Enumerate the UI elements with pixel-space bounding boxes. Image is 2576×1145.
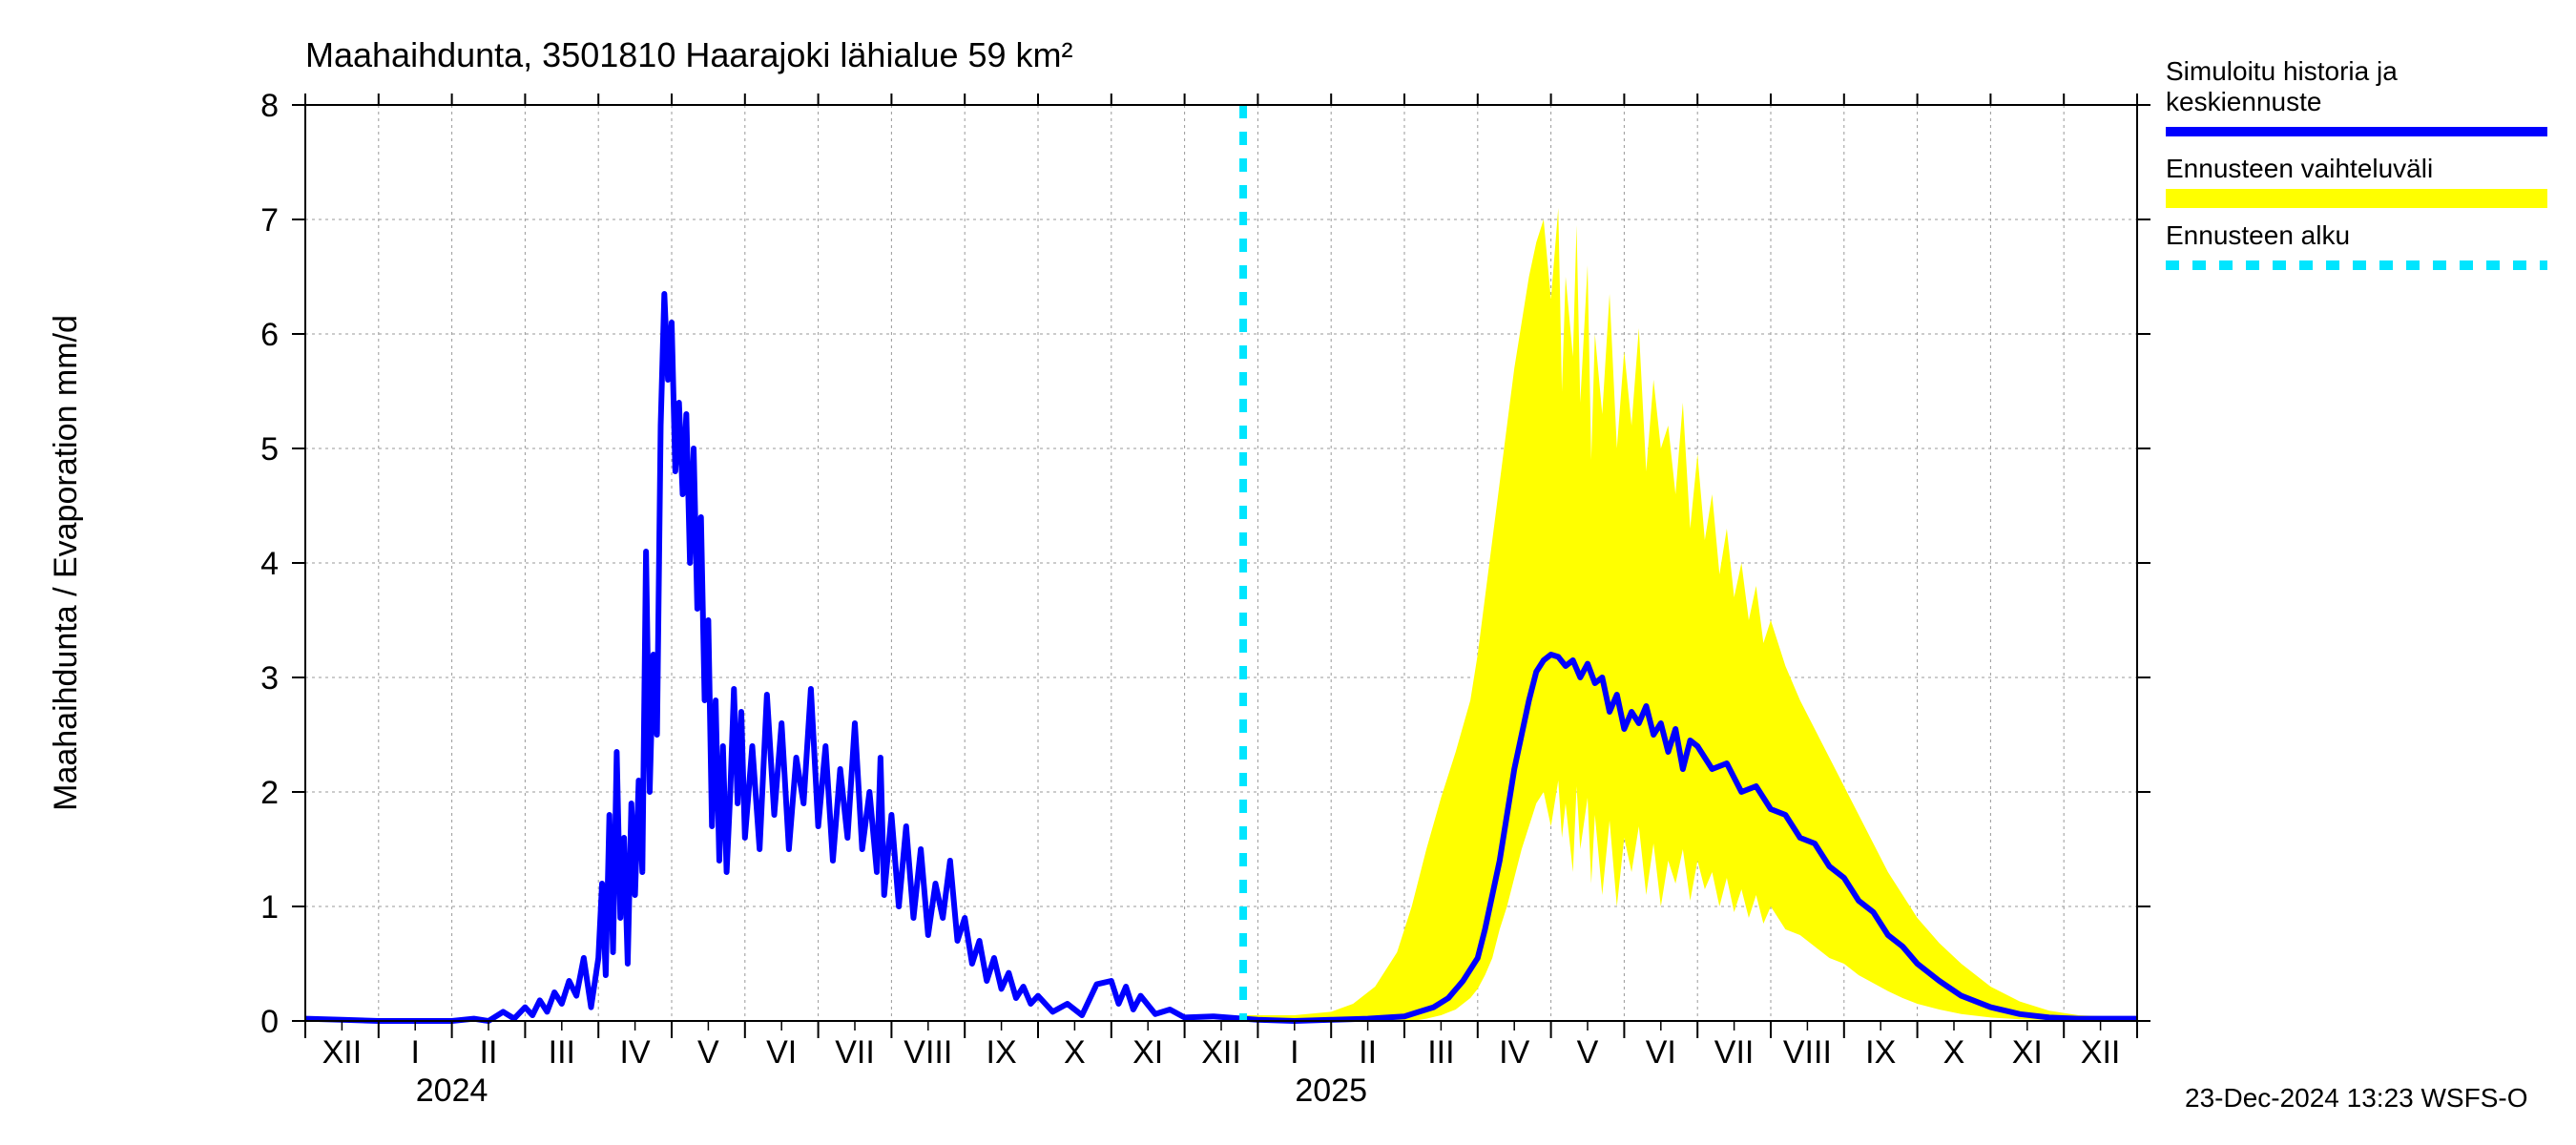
x-tick-label: V [697, 1034, 719, 1071]
evaporation-chart: Maahaihdunta, 3501810 Haarajoki lähialue… [0, 0, 2576, 1145]
x-tick-label: I [1290, 1034, 1298, 1071]
x-tick-label: XI [1132, 1034, 1163, 1071]
x-tick-label: XII [1201, 1034, 1241, 1071]
y-tick-label: 1 [260, 889, 279, 926]
y-axis-label: Maahaihdunta / Evaporation mm/d [48, 315, 84, 811]
x-tick-label: IX [1865, 1034, 1896, 1071]
x-year-label: 2024 [416, 1072, 488, 1109]
x-tick-label: X [1064, 1034, 1086, 1071]
legend-swatch [2166, 189, 2547, 208]
y-tick-label: 5 [260, 431, 279, 468]
x-tick-label: VI [766, 1034, 797, 1071]
y-tick-label: 7 [260, 202, 279, 239]
x-tick-label: V [1577, 1034, 1599, 1071]
x-tick-label: II [480, 1034, 498, 1071]
legend-label: keskiennuste [2166, 87, 2321, 116]
legend-label: Ennusteen vaihteluväli [2166, 154, 2433, 183]
chart-title: Maahaihdunta, 3501810 Haarajoki lähialue… [305, 35, 1073, 74]
x-tick-label: III [1427, 1034, 1454, 1071]
y-tick-label: 6 [260, 317, 279, 353]
x-tick-label: III [549, 1034, 575, 1071]
x-tick-label: X [1943, 1034, 1965, 1071]
x-tick-label: IV [1499, 1034, 1529, 1071]
y-tick-label: 8 [260, 88, 279, 124]
y-tick-label: 3 [260, 660, 279, 697]
x-tick-label: IV [620, 1034, 651, 1071]
x-tick-label: XII [322, 1034, 363, 1071]
y-tick-label: 0 [260, 1004, 279, 1040]
x-tick-label: I [410, 1034, 419, 1071]
x-tick-label: XII [2081, 1034, 2121, 1071]
x-tick-label: VI [1646, 1034, 1676, 1071]
y-tick-label: 4 [260, 546, 279, 582]
footer-timestamp: 23-Dec-2024 13:23 WSFS-O [2185, 1083, 2528, 1113]
x-year-label: 2025 [1295, 1072, 1367, 1109]
x-tick-label: XI [2012, 1034, 2043, 1071]
x-tick-label: IX [987, 1034, 1017, 1071]
y-tick-label: 2 [260, 775, 279, 811]
legend-label: Simuloitu historia ja [2166, 56, 2398, 86]
x-tick-label: II [1359, 1034, 1377, 1071]
x-tick-label: VIII [1783, 1034, 1832, 1071]
x-tick-label: VIII [904, 1034, 952, 1071]
x-tick-label: VII [835, 1034, 875, 1071]
legend-label: Ennusteen alku [2166, 220, 2350, 250]
x-tick-label: VII [1714, 1034, 1755, 1071]
